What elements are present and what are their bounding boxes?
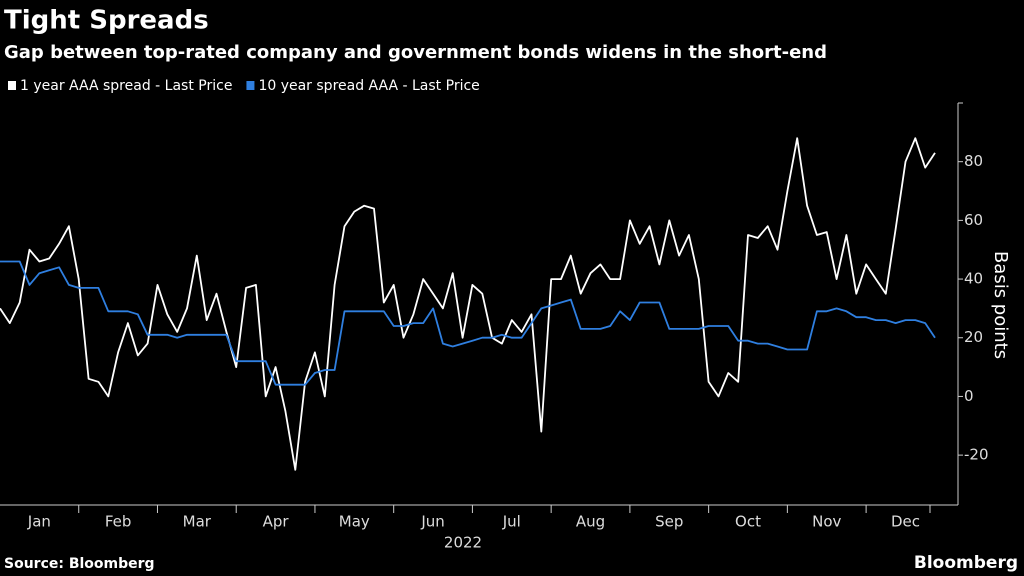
y-tick-label: 60 — [964, 211, 983, 229]
x-tick-label: Apr — [263, 513, 290, 531]
series-line — [0, 260, 936, 386]
x-tick-label: Mar — [183, 513, 212, 531]
x-tick-label: Dec — [891, 513, 920, 531]
source: Source: Bloomberg — [4, 556, 155, 572]
legend-label: 10 year spread AAA - Last Price — [258, 78, 479, 94]
chart-subtitle: Gap between top-rated company and govern… — [4, 42, 827, 63]
x-tick-label: Feb — [105, 513, 132, 531]
x-tick-label: May — [339, 513, 370, 531]
x-tick-label: Oct — [735, 513, 761, 531]
y-tick-label: 80 — [964, 152, 983, 170]
legend-swatch — [246, 81, 255, 90]
legend-swatch — [8, 81, 16, 90]
chart-title: Tight Spreads — [4, 6, 209, 36]
x-tick-label: Jul — [502, 513, 521, 531]
x-tick-label: Aug — [576, 513, 605, 531]
legend-label: 1 year AAA spread - Last Price — [20, 78, 232, 94]
y-axis-label: Basis points — [990, 251, 1011, 359]
year-label: 2022 — [444, 534, 482, 552]
logo: Bloomberg — [914, 553, 1018, 573]
series-line — [0, 137, 936, 471]
y-tick-label: 20 — [964, 328, 983, 346]
y-tick-label: 40 — [964, 270, 983, 288]
x-tick-label: Jan — [27, 513, 51, 531]
x-tick-label: Sep — [655, 513, 683, 531]
y-tick-label: 0 — [964, 387, 974, 405]
y-tick-label: -20 — [964, 446, 989, 464]
x-tick-label: Jun — [420, 513, 444, 531]
x-tick-label: Nov — [812, 513, 841, 531]
